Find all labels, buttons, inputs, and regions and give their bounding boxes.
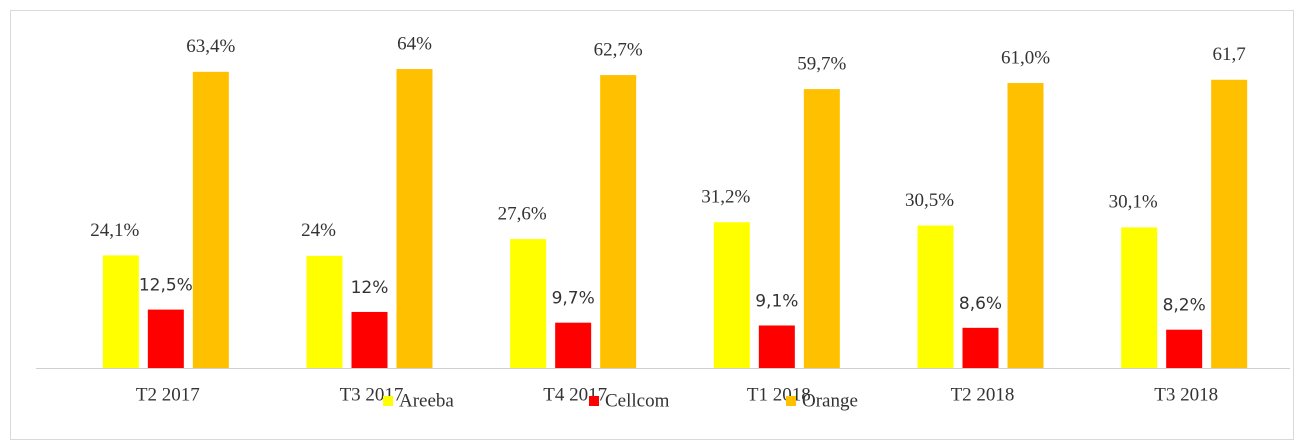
- bar: [147, 309, 184, 368]
- data-label: 24%: [301, 220, 336, 241]
- bar: [758, 325, 795, 368]
- x-tick-label: T3 2018: [1154, 384, 1218, 405]
- data-label: 27,6%: [498, 203, 547, 224]
- data-label: 9,7%: [552, 289, 595, 309]
- legend-label: Orange: [802, 390, 858, 411]
- legend-label: Areeba: [399, 390, 454, 411]
- bar: [1121, 227, 1158, 368]
- bar: [306, 255, 343, 368]
- bar: [192, 71, 229, 369]
- bar: [600, 75, 637, 368]
- data-label: 61,7: [1213, 44, 1246, 65]
- bar: [713, 222, 750, 368]
- chart-border: [10, 10, 1294, 440]
- bar: [962, 327, 999, 368]
- data-label: 64%: [397, 33, 432, 54]
- bar: [396, 69, 433, 369]
- bar: [510, 239, 547, 368]
- legend-swatch: [383, 396, 393, 406]
- bar: [1211, 79, 1248, 368]
- bar: [1166, 329, 1203, 368]
- legend-swatch: [589, 396, 599, 406]
- bar: [555, 322, 592, 368]
- bar: [803, 89, 840, 368]
- bar: [351, 311, 388, 368]
- x-tick-label: T2 2018: [951, 384, 1015, 405]
- x-tick-label: T2 2017: [136, 384, 200, 405]
- data-label: 30,5%: [905, 190, 954, 211]
- data-label: 24,1%: [90, 220, 139, 241]
- data-label: 12,5%: [139, 276, 193, 296]
- bar: [1007, 83, 1044, 369]
- data-label: 61,0%: [1001, 47, 1050, 68]
- data-label: 12%: [351, 278, 389, 298]
- x-tick-label: T3 2017: [340, 384, 404, 405]
- data-label: 59,7%: [797, 53, 846, 74]
- data-label: 62,7%: [594, 39, 643, 60]
- data-label: 8,6%: [959, 294, 1002, 314]
- data-label: 9,1%: [755, 291, 798, 311]
- data-label: 30,1%: [1109, 192, 1158, 213]
- legend-swatch: [786, 396, 796, 406]
- legend-label: Cellcom: [605, 390, 670, 411]
- data-label: 8,2%: [1163, 296, 1206, 316]
- data-label: 63,4%: [186, 36, 235, 57]
- bar: [917, 225, 954, 368]
- data-label: 31,2%: [701, 187, 750, 208]
- bar: [102, 255, 139, 368]
